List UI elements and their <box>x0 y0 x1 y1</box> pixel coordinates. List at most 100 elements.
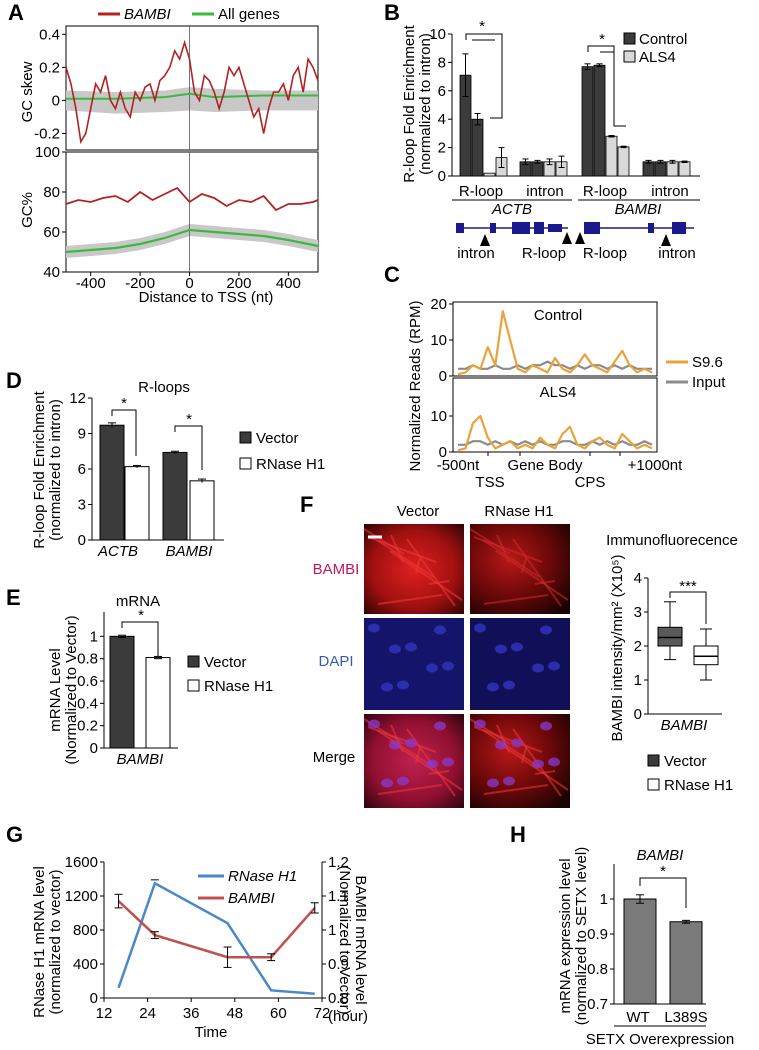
f-fiber <box>415 557 421 574</box>
g-ylabel-2: (normalized to vector) <box>47 869 64 1014</box>
d-ytick-label: 12 <box>69 390 86 407</box>
b-ytick-label: 6 <box>438 83 446 100</box>
b-bar <box>471 118 484 177</box>
b-legend-als4-swatch <box>623 50 636 63</box>
panel-c-chart: Normalized Reads (RPM) Control ALS4 20 10… <box>407 296 726 491</box>
a-top-ytick-label: 0 <box>52 92 60 109</box>
panel-b-chart: R-loop Fold Enrichment (normalized to in… <box>401 18 700 262</box>
f-nucleus <box>487 682 499 692</box>
c-control-label: Control <box>534 307 582 324</box>
c-xtick-tss: TSS <box>475 474 504 491</box>
d-sig-bracket-actb <box>111 409 137 456</box>
f-nucleus <box>532 759 544 769</box>
b-arrow-bambi-intron-icon <box>661 234 671 246</box>
a-xlabel: Distance to TSS (nt) <box>139 289 274 306</box>
a-top-allgenes-line <box>66 92 318 100</box>
f-nucleus <box>495 740 507 750</box>
b-bar <box>593 64 606 177</box>
panel-g-chart: RNase H1 mRNA level (normalized to vecto… <box>31 854 369 1041</box>
b-legend-als4: ALS4 <box>639 49 676 66</box>
h-bar <box>623 898 657 1005</box>
f-fiber <box>377 594 443 605</box>
f-nucleus <box>474 623 486 633</box>
f-nucleus <box>368 719 380 729</box>
f-legend-rnaseh1-swatch <box>647 778 660 791</box>
d-cat-bambi: BAMBI <box>166 543 213 560</box>
panel-letter-c: C <box>384 262 400 287</box>
f-fiber <box>377 784 443 795</box>
panel-letter-g: G <box>6 822 23 847</box>
h-ytick-label: 1 <box>600 891 608 908</box>
f-title: Immunofluorecence <box>606 532 738 549</box>
e-ylabel-1: mRNA Level <box>47 648 64 731</box>
f-nucleus <box>532 663 544 673</box>
c-ylabel: Normalized Reads (RPM) <box>407 301 424 472</box>
panel-letter-h: H <box>510 822 526 847</box>
f-nucleus <box>381 682 393 692</box>
f-nucleus <box>511 642 523 652</box>
e-legend-rnaseh1: RNase H1 <box>204 678 273 695</box>
panel-letter-e: E <box>6 585 21 610</box>
a-xtick-label: 400 <box>276 275 301 292</box>
b-diagram-label-4: intron <box>658 245 696 262</box>
b-gene-bambi: BAMBI <box>615 201 662 218</box>
f-ylabel: BAMBI intensity/mm² (X10⁵) <box>609 554 626 741</box>
a-bottom-bambi-line <box>65 186 319 212</box>
b-diagram-label-2: R-loop <box>522 245 566 262</box>
c-ytick-label: 10 <box>430 408 447 425</box>
e-ytick-label: 0.2 <box>77 718 98 735</box>
e-bar <box>145 657 171 749</box>
d-legend-vector: Vector <box>256 430 299 447</box>
f-fiber <box>512 538 562 607</box>
panel-d-chart: R-loops R-loop Fold Enrichment (normaliz… <box>31 379 325 560</box>
a-xtick-label: 0 <box>185 275 193 292</box>
f-nucleus <box>397 776 409 786</box>
b-gene-diagram-bambi <box>575 222 694 246</box>
c-legend-s96: S9.6 <box>692 354 723 371</box>
f-nucleus <box>405 642 417 652</box>
f-nucleus <box>474 719 486 729</box>
c-ytick-label: 20 <box>430 296 447 313</box>
a-bottom-band <box>66 224 318 258</box>
f-col-vector: Vector <box>397 503 440 520</box>
g-ytick-label: 0 <box>90 990 98 1007</box>
b-gene-actb: ACTB <box>491 201 532 218</box>
f-nucleus <box>442 757 454 767</box>
b-gene-diagram-actb <box>456 222 572 246</box>
f-nucleus <box>511 738 523 748</box>
b-ytick-label: 2 <box>438 140 446 157</box>
f-nucleus <box>503 776 515 786</box>
g-y2tick-label: 0.9 <box>328 956 349 973</box>
e-legend-vector-swatch <box>187 655 200 668</box>
f-fiber <box>473 726 543 753</box>
e-sig-bracket <box>121 621 159 656</box>
b-group-label-3: R-loop <box>583 183 627 200</box>
b-ytick-label: 4 <box>438 111 446 128</box>
f-nucleus <box>540 625 552 635</box>
f-fiber <box>521 747 527 764</box>
c-als4-label: ALS4 <box>540 384 577 401</box>
e-ytick-label: 1 <box>90 628 98 645</box>
h-ylabel-1: mRNA expression level <box>557 858 574 1013</box>
g-rnaseh1-line <box>117 881 315 995</box>
h-ytick-label: 0.8 <box>587 961 608 978</box>
b-bar <box>617 146 630 177</box>
c-als4-input-line <box>458 440 653 446</box>
h-title: BAMBI <box>637 847 684 864</box>
h-ytick-label: 0.7 <box>587 996 608 1013</box>
f-nucleus <box>434 625 446 635</box>
a-xtick-label: -400 <box>76 275 106 292</box>
f-ytick-label: 4 <box>634 570 642 587</box>
f-nucleus <box>442 661 454 671</box>
d-ytick-label: 0 <box>78 532 86 549</box>
f-ytick-label: 2 <box>634 638 642 655</box>
f-fiber <box>521 557 527 574</box>
d-ytick-label: 9 <box>78 426 86 443</box>
g-xlabel: Time <box>195 1024 228 1041</box>
f-fiber <box>482 539 540 578</box>
b-diagram-label-3: R-loop <box>583 245 627 262</box>
a-bottom-ytick-label: 60 <box>43 224 60 241</box>
e-ytick-label: 0.8 <box>77 651 98 668</box>
d-legend-rnaseh1-swatch <box>239 457 252 470</box>
f-fiber <box>482 729 540 768</box>
